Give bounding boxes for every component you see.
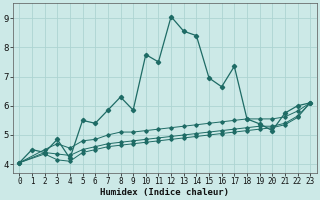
X-axis label: Humidex (Indice chaleur): Humidex (Indice chaleur) bbox=[100, 188, 229, 197]
